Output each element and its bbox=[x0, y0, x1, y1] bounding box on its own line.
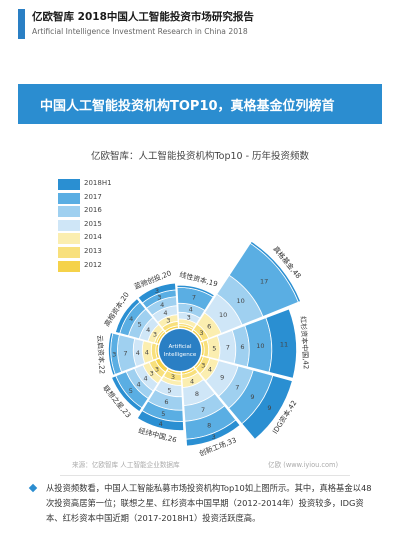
center-circle bbox=[159, 329, 201, 371]
segment-value-6-2013: 3 bbox=[155, 365, 159, 373]
legend-item-2016: 2016 bbox=[58, 205, 114, 218]
section-banner: 中国人工智能投资机构TOP10，真格基金位列榜首 bbox=[18, 84, 382, 124]
legend-label: 2018H1 bbox=[84, 179, 112, 187]
segment-value-1-2014: 6 bbox=[207, 323, 211, 331]
segment-value-8-2017: 4 bbox=[129, 315, 133, 323]
segment-value-10-2017: 7 bbox=[192, 294, 196, 302]
segment-value-2-2015: 7 bbox=[226, 344, 230, 352]
legend-label: 2014 bbox=[84, 233, 102, 242]
legend-swatch bbox=[58, 192, 80, 204]
legend-item-2015: 2015 bbox=[58, 219, 114, 232]
segment-value-8-2016: 5 bbox=[138, 321, 142, 329]
legend-swatch bbox=[58, 233, 80, 245]
legend-label: 2013 bbox=[84, 246, 102, 255]
center-label-line2: Intelligence bbox=[164, 352, 197, 358]
segment-value-3-2018H1: 9 bbox=[267, 404, 271, 412]
chart-legend: 2018H1 2017 2016 2015 2014 2013 2012 bbox=[58, 178, 114, 273]
segment-value-10-2015: 3 bbox=[187, 313, 191, 321]
segment-value-4-2014: 4 bbox=[190, 378, 194, 386]
segment-value-5-2016: 6 bbox=[164, 398, 168, 406]
legend-item-2018H1: 2018H1 bbox=[58, 178, 114, 191]
legend-label: 2016 bbox=[84, 206, 102, 215]
legend-swatch bbox=[58, 179, 80, 190]
segment-value-3-2014: 4 bbox=[208, 366, 212, 374]
legend-label: 2015 bbox=[84, 219, 102, 228]
legend-item-2014: 2014 bbox=[58, 232, 114, 245]
segment-value-10-2016: 4 bbox=[189, 306, 193, 314]
legend-label: 2012 bbox=[84, 260, 102, 269]
summary-text: 从投资频数看，中国人工智能私募市场投资机构Top10如上图所示。其中，真格基金以… bbox=[46, 483, 372, 523]
segment-value-4-2018H1: 3 bbox=[212, 433, 216, 441]
segment-4-2018H1 bbox=[185, 419, 241, 447]
header-accent-bar bbox=[18, 9, 25, 39]
chart-title: 亿欧智库：人工智能投资机构Top10 - 历年投资频数 bbox=[90, 151, 310, 162]
segment-value-3-2013: 3 bbox=[201, 361, 205, 369]
segment-value-9-2017: 3 bbox=[157, 294, 161, 302]
segment-value-8-2014: 3 bbox=[153, 330, 157, 338]
category-label-2: 红杉资本中国,42 bbox=[299, 316, 311, 370]
segment-value-9-2014: 3 bbox=[166, 317, 170, 325]
segment-value-3-2017: 9 bbox=[250, 393, 254, 401]
segment-value-6-2014: 3 bbox=[150, 370, 154, 378]
segment-value-1-2016: 10 bbox=[236, 297, 244, 305]
segment-6-2018H1 bbox=[111, 375, 143, 413]
source-right: 亿欧 (www.iyiou.com) bbox=[268, 461, 339, 469]
segment-8-2018H1 bbox=[114, 298, 141, 334]
segment-value-1-2013: 3 bbox=[199, 329, 203, 337]
segment-value-6-2015: 4 bbox=[144, 375, 148, 383]
legend-swatch bbox=[58, 260, 80, 272]
segment-value-4-2015: 8 bbox=[195, 390, 199, 398]
legend-swatch bbox=[58, 206, 80, 218]
segment-3-2018H1 bbox=[241, 375, 293, 440]
segment-value-9-2018H1: 3 bbox=[155, 287, 159, 295]
chart-segments bbox=[108, 240, 302, 447]
segment-value-7-2016: 7 bbox=[123, 350, 127, 358]
segment-value-4-2016: 7 bbox=[201, 406, 205, 414]
segment-value-7-2015: 4 bbox=[136, 349, 140, 357]
segment-value-5-2013: 3 bbox=[171, 373, 175, 381]
segment-value-2-2017: 10 bbox=[256, 342, 264, 350]
segment-value-1-2015: 10 bbox=[219, 311, 227, 319]
segment-value-7-2014: 4 bbox=[145, 348, 149, 356]
segment-value-6-2017: 5 bbox=[129, 387, 133, 395]
bullet-diamond-icon bbox=[28, 483, 38, 493]
segment-value-5-2018H1: 4 bbox=[159, 420, 163, 428]
segment-value-4-2017: 8 bbox=[207, 422, 211, 430]
legend-label: 2017 bbox=[84, 192, 102, 201]
segment-value-5-2015: 5 bbox=[168, 386, 172, 394]
segment-value-9-2015: 4 bbox=[163, 309, 167, 317]
legend-swatch bbox=[58, 246, 80, 258]
segment-2-2018H1 bbox=[265, 308, 297, 379]
segment-value-7-2017: 3 bbox=[112, 350, 116, 358]
segment-value-9-2016: 4 bbox=[160, 301, 164, 309]
segment-9-2018H1 bbox=[137, 282, 177, 304]
category-label-7: 云启资本,22 bbox=[95, 335, 106, 375]
source-left: 来源：亿欧智库 人工智能企业数据库 bbox=[72, 461, 180, 469]
segment-value-5-2017: 5 bbox=[161, 410, 165, 418]
segment-10-2018H1 bbox=[176, 284, 215, 298]
segment-1-2018H1 bbox=[249, 240, 302, 303]
legend-swatch bbox=[58, 219, 80, 231]
report-header: 亿欧智库 2018中国人工智能投资市场研究报告 Artificial Intel… bbox=[0, 0, 400, 48]
banner-title: 中国人工智能投资机构TOP10，真格基金位列榜首 bbox=[40, 99, 335, 114]
report-subtitle: Artificial Intelligence Investment Resea… bbox=[32, 27, 248, 36]
segment-value-1-2017: 17 bbox=[260, 278, 268, 286]
legend-item-2017: 2017 bbox=[58, 192, 114, 205]
segment-value-2-2016: 6 bbox=[240, 343, 244, 351]
segment-value-2-2014: 5 bbox=[212, 345, 216, 353]
segment-value-6-2016: 4 bbox=[137, 380, 141, 388]
legend-item-2013: 2013 bbox=[58, 246, 114, 259]
segment-7-2018H1 bbox=[108, 332, 116, 376]
segment-value-8-2015: 4 bbox=[146, 326, 150, 334]
segment-value-3-2016: 7 bbox=[235, 383, 239, 391]
divider bbox=[60, 475, 350, 476]
segment-value-3-2015: 9 bbox=[220, 374, 224, 382]
legend-item-2012: 2012 bbox=[58, 260, 114, 273]
center-label-line1: Artificial bbox=[168, 344, 191, 350]
segment-value-2-2018H1: 11 bbox=[280, 341, 288, 349]
segment-5-2018H1 bbox=[136, 410, 185, 431]
report-title: 亿欧智库 2018中国人工智能投资市场研究报告 bbox=[32, 11, 254, 23]
